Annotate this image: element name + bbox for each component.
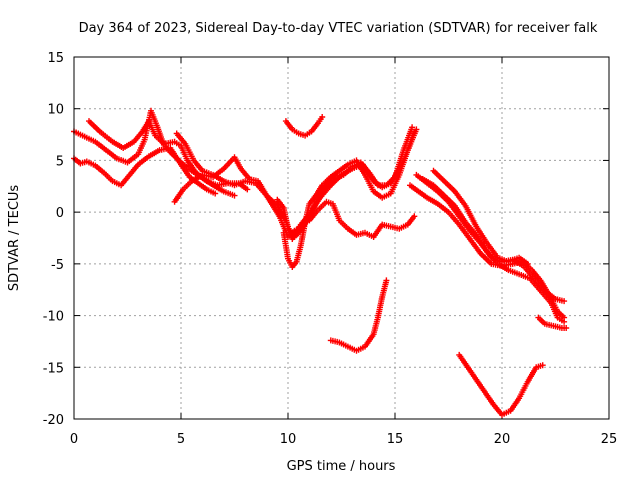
series-track-13 [430, 167, 531, 267]
y-tick-label: 0 [56, 206, 64, 221]
data-point [561, 298, 568, 305]
data-point [319, 114, 326, 120]
y-tick-label: -10 [43, 310, 64, 325]
series-track-6 [280, 128, 418, 270]
data-point [563, 325, 570, 331]
y-tick-label: -20 [43, 413, 64, 428]
x-tick-label: 20 [494, 432, 511, 447]
series-track-16 [535, 314, 570, 331]
y-axis-label: SDTVAR / TECUs [7, 185, 22, 292]
data-point [231, 192, 238, 199]
y-tick-label: 15 [47, 51, 64, 66]
x-tick-label: 10 [280, 432, 297, 447]
data-point [561, 314, 568, 321]
series-track-14 [327, 277, 390, 354]
y-tick-label: -15 [43, 361, 64, 376]
series-track-9 [282, 114, 326, 139]
data-point [524, 260, 531, 267]
x-tick-label: 15 [387, 432, 404, 447]
data-point [539, 362, 546, 369]
data-point [383, 277, 390, 284]
y-tick-label: 5 [56, 154, 64, 169]
series-track-3 [86, 118, 251, 193]
chart-title: Day 364 of 2023, Sidereal Day-to-day VTE… [79, 21, 598, 36]
x-tick-label: 25 [601, 432, 618, 447]
data-point [411, 213, 418, 220]
data-point [244, 186, 251, 193]
y-tick-label: 10 [47, 103, 64, 118]
data-point [212, 190, 219, 197]
series-track-15 [456, 351, 546, 418]
y-tick-label: -5 [51, 258, 64, 273]
x-tick-label: 5 [177, 432, 185, 447]
data-series [71, 107, 570, 418]
series-track-8 [306, 198, 418, 240]
series-track-12 [407, 182, 568, 321]
tick-labels: 0 5 10 15 20 25 -20 -15 -10 -5 0 5 10 15 [43, 51, 618, 447]
plot-border [73, 56, 610, 420]
data-point [409, 124, 416, 131]
x-axis-label: GPS time / hours [287, 459, 396, 474]
x-tick-label: 0 [70, 432, 78, 447]
